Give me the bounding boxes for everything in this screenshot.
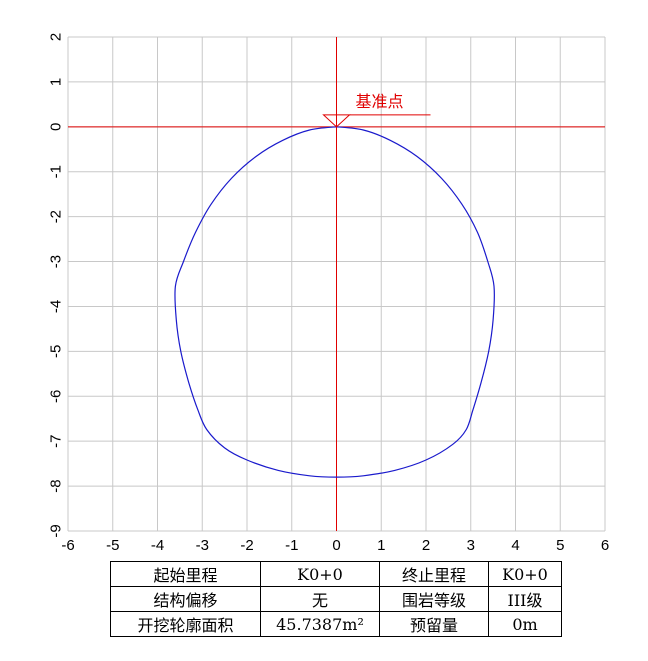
start-mileage-label: 起始里程: [110, 561, 261, 587]
x-tick-label: 1: [377, 537, 385, 554]
y-tick-label: -6: [48, 390, 65, 403]
x-tick-label: -3: [196, 537, 209, 554]
y-tick-label: -1: [48, 165, 65, 178]
end-mileage-label: 终止里程: [379, 561, 489, 587]
structure-offset-value: 无: [260, 586, 380, 612]
y-tick-label: -2: [48, 210, 65, 223]
excavation-area-label: 开挖轮廓面积: [110, 611, 261, 637]
reserved-amount-value: 0m: [488, 611, 562, 637]
x-tick-label: 2: [422, 537, 430, 554]
x-tick-label: -6: [61, 537, 74, 554]
y-tick-label: -8: [48, 479, 65, 492]
x-tick-label: 6: [601, 537, 609, 554]
table-row: 起始里程 K0+0 终止里程 K0+0: [110, 561, 562, 587]
annotation-label: 基准点: [356, 92, 404, 111]
parameter-table: 起始里程 K0+0 终止里程 K0+0 结构偏移 无 围岩等级 III级 开挖轮…: [110, 561, 562, 637]
y-tick-label: -4: [48, 300, 65, 313]
y-tick-label: 1: [48, 78, 65, 86]
x-tick-label: -5: [106, 537, 119, 554]
x-tick-label: 0: [332, 537, 340, 554]
x-tick-label: 4: [511, 537, 519, 554]
x-tick-label: 5: [556, 537, 564, 554]
tunnel-profile-chart: -6 -5 -4 -3 -2 -1 0 1 2 3 4 5 6 2 1 0 -1 -2 -3 -4 -5 -6 -7 -8 -9…: [48, 33, 610, 554]
y-tick-label: -5: [48, 345, 65, 358]
reference-lines: [68, 37, 605, 531]
y-tick-label: 2: [48, 33, 65, 41]
end-mileage-value: K0+0: [488, 561, 562, 587]
reserved-amount-label: 预留量: [379, 611, 489, 637]
reference-point-marker-icon: [322, 114, 351, 128]
rock-grade-value: III级: [488, 586, 562, 612]
excavation-area-value: 45.7387m²: [260, 611, 380, 637]
table-row: 开挖轮廓面积 45.7387m² 预留量 0m: [110, 611, 562, 637]
x-tick-label: 3: [467, 537, 475, 554]
rock-grade-label: 围岩等级: [379, 586, 489, 612]
tunnel-contour-line: [174, 126, 495, 478]
series-layer: [174, 126, 495, 478]
y-tick-label: 0: [48, 123, 65, 131]
reference-point-annotation: 基准点: [322, 92, 431, 128]
tick-labels: -6 -5 -4 -3 -2 -1 0 1 2 3 4 5 6 2 1 0 -1 -2 -3 -4 -5 -6 -7 -8 -9: [48, 33, 610, 554]
table-row: 结构偏移 无 围岩等级 III级: [110, 586, 562, 612]
start-mileage-value: K0+0: [260, 561, 380, 587]
structure-offset-label: 结构偏移: [110, 586, 261, 612]
x-tick-label: -2: [240, 537, 253, 554]
x-tick-label: -1: [285, 537, 298, 554]
y-tick-label: -9: [48, 524, 65, 537]
y-tick-label: -7: [48, 435, 65, 448]
y-tick-label: -3: [48, 255, 65, 268]
x-tick-label: -4: [151, 537, 164, 554]
